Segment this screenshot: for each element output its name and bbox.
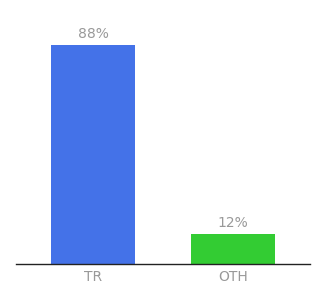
Bar [51,45,135,264]
Text: 12%: 12% [218,216,249,230]
Text: 88%: 88% [78,27,108,41]
Bar [191,234,275,264]
